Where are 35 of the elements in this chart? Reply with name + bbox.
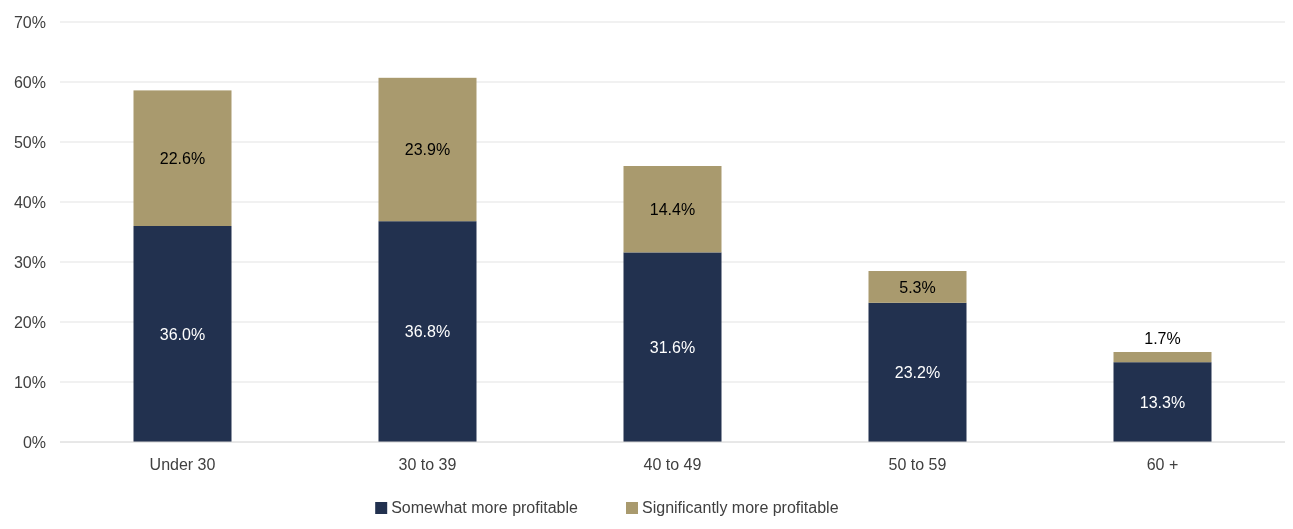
data-label: 31.6%: [649, 338, 696, 356]
bar: [623, 252, 722, 442]
bar: [1113, 362, 1212, 442]
x-tick-label: 30 to 39: [398, 456, 457, 473]
data-label: 13.3%: [1139, 393, 1186, 411]
x-tick-label: 50 to 59: [888, 456, 947, 473]
data-label: 23.2%: [894, 364, 941, 381]
x-tick-label: 60 +: [1146, 456, 1179, 473]
data-label: 22.6%: [159, 149, 206, 167]
y-tick-label: 40%: [13, 193, 46, 211]
bar: [378, 221, 477, 442]
x-tick-label: 40 to 49: [643, 456, 702, 473]
legend-label: Significantly more profitable: [642, 499, 839, 516]
bar: [1113, 352, 1212, 363]
data-label: 36.8%: [404, 323, 451, 341]
bar: [133, 90, 232, 226]
data-label: 23.9%: [404, 141, 451, 159]
bar: [378, 77, 477, 222]
bar: [868, 271, 967, 303]
legend-label: Somewhat more profitable: [391, 499, 579, 516]
y-tick-label: 30%: [13, 253, 46, 271]
data-label: 36.0%: [159, 325, 206, 343]
bar: [623, 166, 722, 253]
y-tick-label: 0%: [22, 433, 46, 451]
data-label: 14.4%: [649, 200, 696, 218]
x-tick-label: Under 30: [149, 456, 216, 473]
y-tick-label: 20%: [13, 313, 46, 331]
bar: [133, 226, 232, 442]
y-tick-label: 70%: [13, 13, 46, 31]
y-tick-label: 10%: [13, 373, 46, 391]
y-tick-label: 60%: [13, 73, 46, 91]
data-label: 5.3%: [899, 278, 936, 296]
y-tick-label: 50%: [13, 133, 46, 151]
data-label: 1.7%: [1144, 330, 1181, 347]
bar: [868, 302, 967, 442]
